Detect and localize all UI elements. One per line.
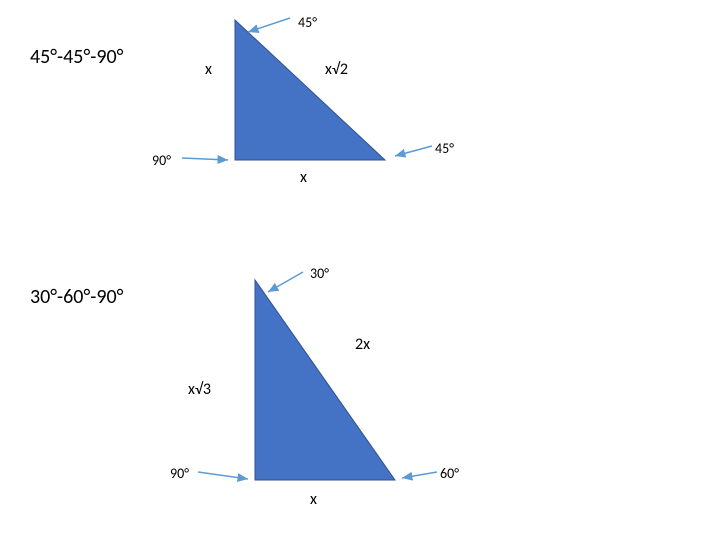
triangle2-hyp-label: 2x <box>355 335 370 354</box>
triangle2-poly <box>255 280 395 480</box>
triangle2-arrow-top <box>268 272 303 292</box>
triangle2-top-angle: 30° <box>310 265 329 282</box>
triangle2-base-label: x <box>310 490 317 509</box>
triangle2-bottom-angle: 60° <box>440 465 459 482</box>
triangle2-left-side: x√3 <box>188 380 211 399</box>
triangle2-right-angle: 90° <box>170 465 189 482</box>
triangle2-arrow-right <box>402 472 437 478</box>
triangle2-shape <box>0 0 720 540</box>
triangle2-arrow-left <box>198 472 248 479</box>
